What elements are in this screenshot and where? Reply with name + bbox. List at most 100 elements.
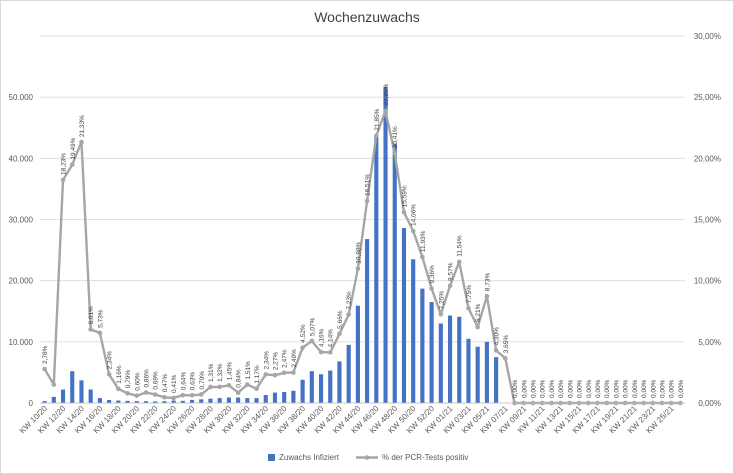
bar [189,399,195,403]
bar [346,344,351,403]
data-label: 2,78% [42,345,49,364]
bar [401,228,407,403]
line-point [217,384,222,390]
line-point [300,345,305,351]
line-point [235,390,241,396]
data-label: 14,06% [411,204,418,226]
bar [42,401,47,403]
line-point [143,390,149,395]
data-label: 1,31% [208,363,215,382]
data-label: 1,17% [254,365,261,384]
data-label: 9,36% [429,265,436,284]
line-point [438,312,444,317]
line-point [337,331,342,337]
data-label: 0,00% [558,379,565,398]
bar [60,389,66,403]
line-point [420,254,425,260]
line-point [364,198,370,204]
bar [300,379,305,403]
line-point [466,305,471,311]
bar [383,86,388,403]
bar [199,399,204,403]
bar [318,374,324,403]
y-right-tick-label: 0,00% [698,399,721,408]
gridlines [40,35,685,404]
line-point [60,177,66,183]
legend-swatch-marker [364,455,370,460]
bar [217,398,222,403]
bar [484,341,489,403]
data-label: 0,63% [189,372,196,391]
data-label: 5,73% [97,309,104,328]
data-label: 0,00% [549,379,556,398]
data-label: 20,41% [392,126,399,148]
line-point [484,293,490,299]
y-right-tick-label: 20,00% [694,154,721,163]
bar [143,401,149,403]
line-point [263,372,269,377]
data-label: 0,00% [577,379,584,398]
bar [97,398,102,403]
bar [51,396,56,403]
bar [374,136,379,404]
data-label: 0,00% [623,379,630,398]
bar [272,392,278,403]
bar [88,389,93,403]
data-label: 21,85% [374,108,381,130]
data-label: 4,52% [300,324,307,343]
line-point [493,348,499,353]
data-label: 0,00% [613,379,620,398]
line-point [383,108,388,114]
data-label: 0,00% [678,379,685,398]
line-point [245,382,250,387]
line-point [355,266,361,271]
bar [365,239,370,403]
bar [355,305,360,403]
line-point [198,392,204,397]
bar [392,143,397,404]
bar [447,315,453,403]
data-label: 2,34% [107,351,114,370]
bar [438,323,443,403]
bar [282,391,287,403]
data-label: 0,84% [236,369,243,388]
bar [457,316,462,403]
data-label: 0,00% [540,379,547,398]
y-right-tick-label: 10,00% [694,277,721,286]
data-label: 8,73% [484,273,491,292]
bar [180,400,185,403]
bar [411,259,416,403]
data-label: 0,60% [134,372,141,391]
data-label: 5,07% [309,317,316,336]
data-label: 15,59% [401,185,408,207]
data-label: 2,34% [263,351,270,370]
data-label: 0,00% [650,379,657,398]
data-label: 0,00% [632,379,639,398]
bar [254,398,259,403]
data-label: 6,21% [475,303,482,322]
data-label: 4,30% [494,327,501,346]
bar [420,288,425,403]
legend-swatch-bar [268,454,275,461]
data-label: 1,16% [116,365,123,384]
data-label: 0,00% [521,379,528,398]
data-label: 5,66% [337,310,344,329]
bar [475,346,480,403]
data-label: 2,27% [273,352,280,371]
data-label: 0,86% [143,369,150,388]
bar [116,400,121,403]
bar [107,399,112,403]
data-label: 0,00% [660,379,667,398]
line-point [503,356,508,361]
data-label: 0,70% [199,371,206,390]
line-point [374,133,379,139]
data-label: 9,57% [448,262,455,281]
line-point [162,394,167,400]
bar [70,371,75,403]
bar [429,302,434,403]
data-label: 0,64% [180,372,187,391]
line-series-pcr-positive [42,108,683,406]
y-left-tick-label: 40.000 [9,154,34,163]
bar [208,398,213,403]
